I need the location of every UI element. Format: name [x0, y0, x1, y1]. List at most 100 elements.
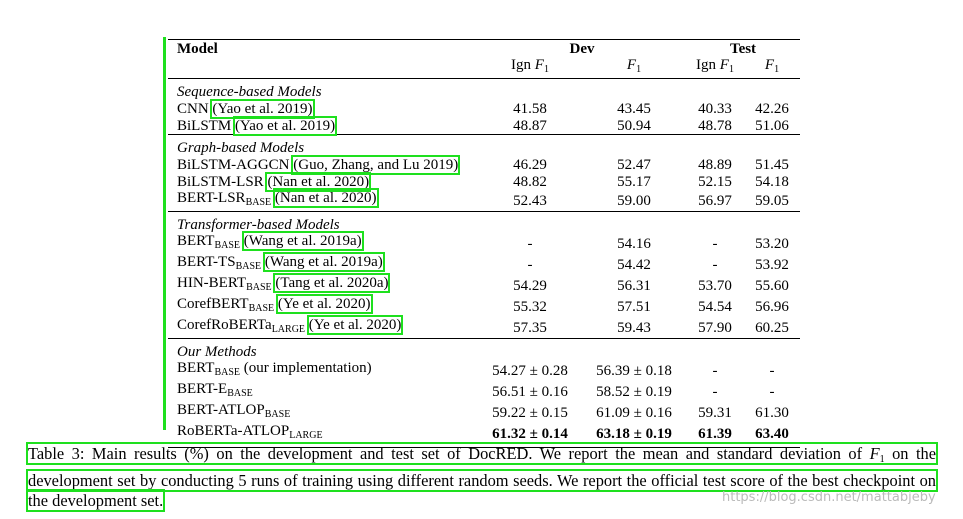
data-row: BERT-ATLOPBASE 59.22 ± 0.15 61.09 ± 0.16 59…: [168, 402, 800, 423]
value: 56.39 ± 0.18: [596, 362, 672, 379]
model-name: BiLSTM-AGGCN: [177, 156, 290, 173]
model-cell: BiLSTM-AGGCN (Guo, Zhang, and Lu 2019): [168, 154, 478, 175]
value-cell: 41.58: [478, 100, 582, 117]
value-cell: 53.70: [686, 275, 744, 296]
model-cell: BERT-LSRBASE (Nan et al. 2020): [168, 188, 478, 212]
model-cell: HIN-BERTBASE (Tang et al. 2020a): [168, 273, 478, 296]
value: 56.96: [755, 298, 789, 315]
model-sub: BASE: [264, 409, 291, 420]
value-cell: 60.25: [744, 317, 800, 339]
highlight-line: [163, 37, 166, 430]
value-cell: 52.43: [478, 190, 582, 212]
value-cell: 51.45: [744, 156, 800, 173]
data-row: CNN (Yao et al. 2019) 41.58 43.45 40.33 42.2…: [168, 98, 800, 119]
data-row: BiLSTM-AGGCN (Guo, Zhang, and Lu 2019) 46…: [168, 154, 800, 175]
header-cell: Model: [168, 39, 478, 57]
value-cell: 63.18 ± 0.19: [582, 423, 686, 448]
citation: (Yao et al. 2019): [210, 98, 315, 119]
value: -: [527, 256, 533, 273]
value-cell: 54.27 ± 0.28: [478, 360, 582, 381]
value-cell: 55.17: [582, 173, 686, 190]
value: 52.15: [698, 173, 732, 190]
value: 53.92: [755, 256, 789, 273]
caption-sub: 1: [879, 454, 885, 465]
value-cell: 61.32 ± 0.14: [478, 423, 582, 448]
header-model: Model: [177, 40, 218, 57]
column-sub: 1: [774, 64, 780, 75]
table-body: Model Dev Test Ign F1 F1 Ign F1 F1 Sequence-bas…: [168, 39, 800, 448]
value: 59.31: [698, 404, 732, 421]
group-title-row: Our Methods: [168, 338, 800, 360]
column-var: F: [626, 57, 637, 73]
group-title-row: Sequence-based Models: [168, 78, 800, 100]
value-cell: 57.51: [582, 296, 686, 317]
value: 43.45: [617, 100, 651, 117]
value-cell: 48.82: [478, 173, 582, 190]
watermark: https://blog.csdn.net/mattabjeby: [722, 490, 936, 505]
citation: (Nan et al. 2020): [272, 188, 379, 208]
value-cell: 59.31: [686, 402, 744, 423]
value: 61.30: [755, 404, 789, 421]
value: 55.17: [617, 173, 651, 190]
value: 61.32 ± 0.14: [492, 425, 568, 442]
column-prefix: Ign: [696, 57, 720, 73]
header-test: Test: [729, 40, 757, 57]
caption: Table 3: Main results (%) on the develop…: [26, 442, 938, 512]
value-cell: 54.54: [686, 296, 744, 317]
value-cell: 55.60: [744, 275, 800, 296]
value: 57.90: [698, 319, 732, 336]
value: 63.40: [755, 425, 789, 442]
value-cell: 57.90: [686, 317, 744, 339]
value: 63.18 ± 0.19: [596, 425, 672, 442]
value: 60.25: [755, 319, 789, 336]
data-row: BERTBASE (Wang et al. 2019a) - 54.16 - 53.20: [168, 231, 800, 254]
value: 51.45: [755, 156, 789, 173]
model-name: BiLSTM-LSR: [177, 173, 264, 190]
value-cell: 59.22 ± 0.15: [478, 402, 582, 423]
model-cell: CorefBERTBASE (Ye et al. 2020): [168, 294, 478, 317]
column-sub: 1: [543, 64, 549, 75]
value: 57.51: [617, 298, 651, 315]
value: -: [712, 362, 718, 379]
group-title-row: Transformer-based Models: [168, 211, 800, 233]
column-header: F1: [582, 57, 686, 79]
model-name: BERT: [177, 360, 215, 376]
model-name: CorefBERT: [177, 296, 249, 312]
value-cell: 48.89: [686, 156, 744, 173]
group-title-row: Graph-based Models: [168, 134, 800, 156]
value-cell: 48.78: [686, 117, 744, 135]
model-cell: RoBERTa-ATLOPLARGE: [168, 423, 478, 448]
citation: (Wang et al. 2019a): [262, 252, 385, 272]
column-header: F1: [744, 57, 800, 79]
value: 40.33: [698, 100, 732, 117]
model-cell: BERT-EBASE: [168, 381, 478, 402]
value: 57.35: [513, 319, 547, 336]
value-cell: 52.15: [686, 173, 744, 190]
value: 54.27 ± 0.28: [492, 362, 568, 379]
value: 48.82: [513, 173, 547, 190]
value-cell: 53.92: [744, 254, 800, 275]
value: 48.87: [513, 117, 547, 134]
model-cell: CNN (Yao et al. 2019): [168, 98, 478, 119]
value-cell: 59.05: [744, 190, 800, 212]
data-row: BERT-TSBASE (Wang et al. 2019a) - 54.42 - 53…: [168, 252, 800, 275]
group-title: Our Methods: [168, 338, 800, 360]
model-sub: BASE: [235, 261, 262, 272]
value: 58.52 ± 0.19: [596, 383, 672, 400]
data-row: BERT-EBASE 56.51 ± 0.16 58.52 ± 0.19 - -: [168, 381, 800, 402]
header-cell: Dev: [478, 39, 686, 57]
column-prefix: Ign: [511, 57, 535, 73]
value-cell: 61.30: [744, 402, 800, 423]
model-name: BERT: [177, 233, 215, 249]
value-cell: -: [686, 233, 744, 254]
model-cell: BERTBASE (our implementation): [168, 360, 478, 381]
column-sub: 1: [636, 64, 642, 75]
model-cell: BERTBASE (Wang et al. 2019a): [168, 231, 478, 254]
header-dev: Dev: [569, 40, 595, 57]
value: 56.51 ± 0.16: [492, 383, 568, 400]
data-row: BERTBASE (our implementation) 54.27 ± 0.2…: [168, 360, 800, 381]
value: 50.94: [617, 117, 651, 134]
model-sub: LARGE: [271, 324, 306, 335]
value: 54.54: [698, 298, 732, 315]
